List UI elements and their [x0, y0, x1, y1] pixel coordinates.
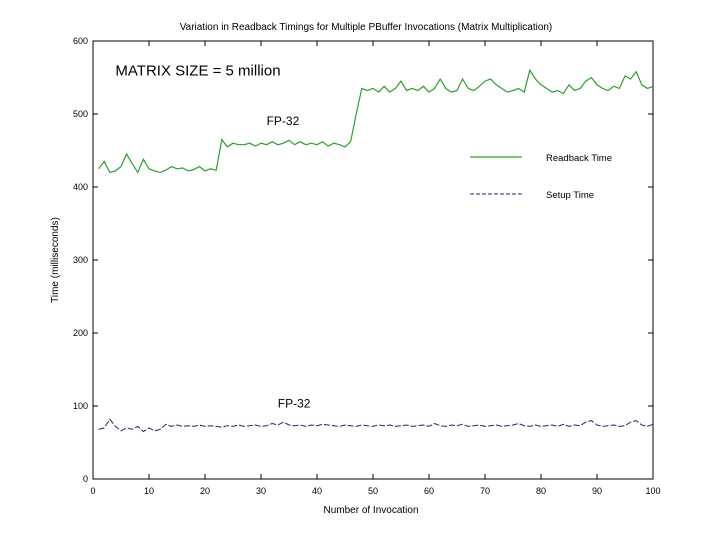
x-tick-label: 50: [368, 486, 378, 496]
x-axis-title: Number of Invocation: [323, 505, 418, 516]
y-axis-ticks: 0 100 200 300 400 500 600: [73, 36, 653, 484]
x-tick-label: 0: [90, 486, 95, 496]
annotation-matrix-size: MATRIX SIZE = 5 million: [115, 62, 280, 79]
y-axis-title: Time (milliseconds): [50, 217, 61, 303]
x-tick-label: 70: [480, 486, 490, 496]
x-tick-label: 10: [144, 486, 154, 496]
x-tick-label: 60: [424, 486, 434, 496]
legend: Readback Time Setup Time: [470, 153, 612, 201]
x-tick-label: 40: [312, 486, 322, 496]
annotation-fp32-upper: FP-32: [267, 114, 300, 128]
y-tick-label: 200: [73, 328, 88, 338]
legend-label-setup: Setup Time: [546, 190, 594, 201]
y-tick-label: 300: [73, 255, 88, 265]
legend-label-readback: Readback Time: [546, 153, 612, 164]
x-tick-label: 30: [256, 486, 266, 496]
x-tick-label: 100: [645, 486, 660, 496]
y-tick-label: 500: [73, 109, 88, 119]
y-tick-label: 400: [73, 182, 88, 192]
series-line-readback-time: [98, 68, 654, 174]
x-tick-label: 20: [200, 486, 210, 496]
annotations: MATRIX SIZE = 5 million FP-32 FP-32: [115, 62, 310, 410]
annotation-fp32-lower: FP-32: [278, 396, 311, 410]
plot-frame: [92, 40, 654, 480]
y-tick-label: 600: [73, 36, 88, 46]
x-tick-label: 80: [536, 486, 546, 496]
y-tick-label: 100: [73, 401, 88, 411]
series-line-setup-time: [98, 418, 654, 433]
chart-title: Variation in Readback Timings for Multip…: [180, 22, 553, 33]
x-tick-label: 90: [592, 486, 602, 496]
series-group: [98, 68, 654, 433]
y-tick-label: 0: [83, 474, 88, 484]
x-axis-ticks: 0 10 20 30 40 50 60 70 80 90 100: [90, 41, 661, 496]
